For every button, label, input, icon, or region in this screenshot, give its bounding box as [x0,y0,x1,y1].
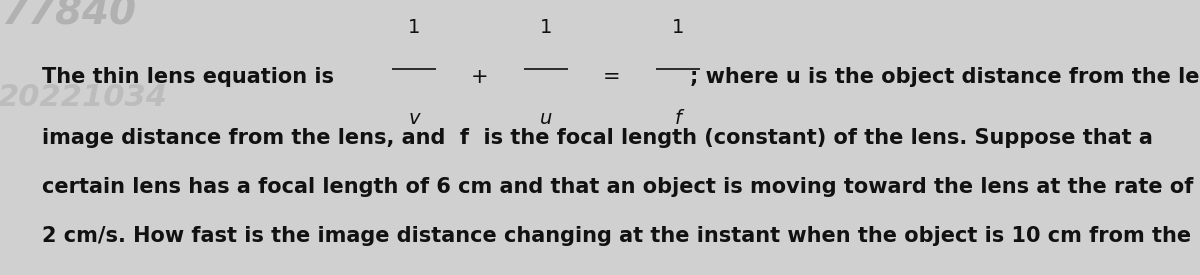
Text: u: u [540,109,552,128]
Text: The thin lens equation is: The thin lens equation is [42,67,334,87]
Text: v: v [408,109,420,128]
Text: 77840: 77840 [2,0,138,32]
Text: ; where u is the object distance from the lens,  v  is the: ; where u is the object distance from th… [690,67,1200,87]
Text: image distance from the lens, and  f  is the focal length (constant) of the lens: image distance from the lens, and f is t… [42,128,1153,147]
Text: 20221034: 20221034 [0,82,168,111]
Text: 1: 1 [540,18,552,37]
Text: 2 cm/s. How fast is the image distance changing at the instant when the object i: 2 cm/s. How fast is the image distance c… [42,227,1192,246]
Text: 1: 1 [408,18,420,37]
Text: =: = [604,67,620,87]
Text: +: + [472,67,488,87]
Text: 1: 1 [672,18,684,37]
Text: certain lens has a focal length of 6 cm and that an object is moving toward the : certain lens has a focal length of 6 cm … [42,177,1193,197]
Text: f: f [674,109,682,128]
